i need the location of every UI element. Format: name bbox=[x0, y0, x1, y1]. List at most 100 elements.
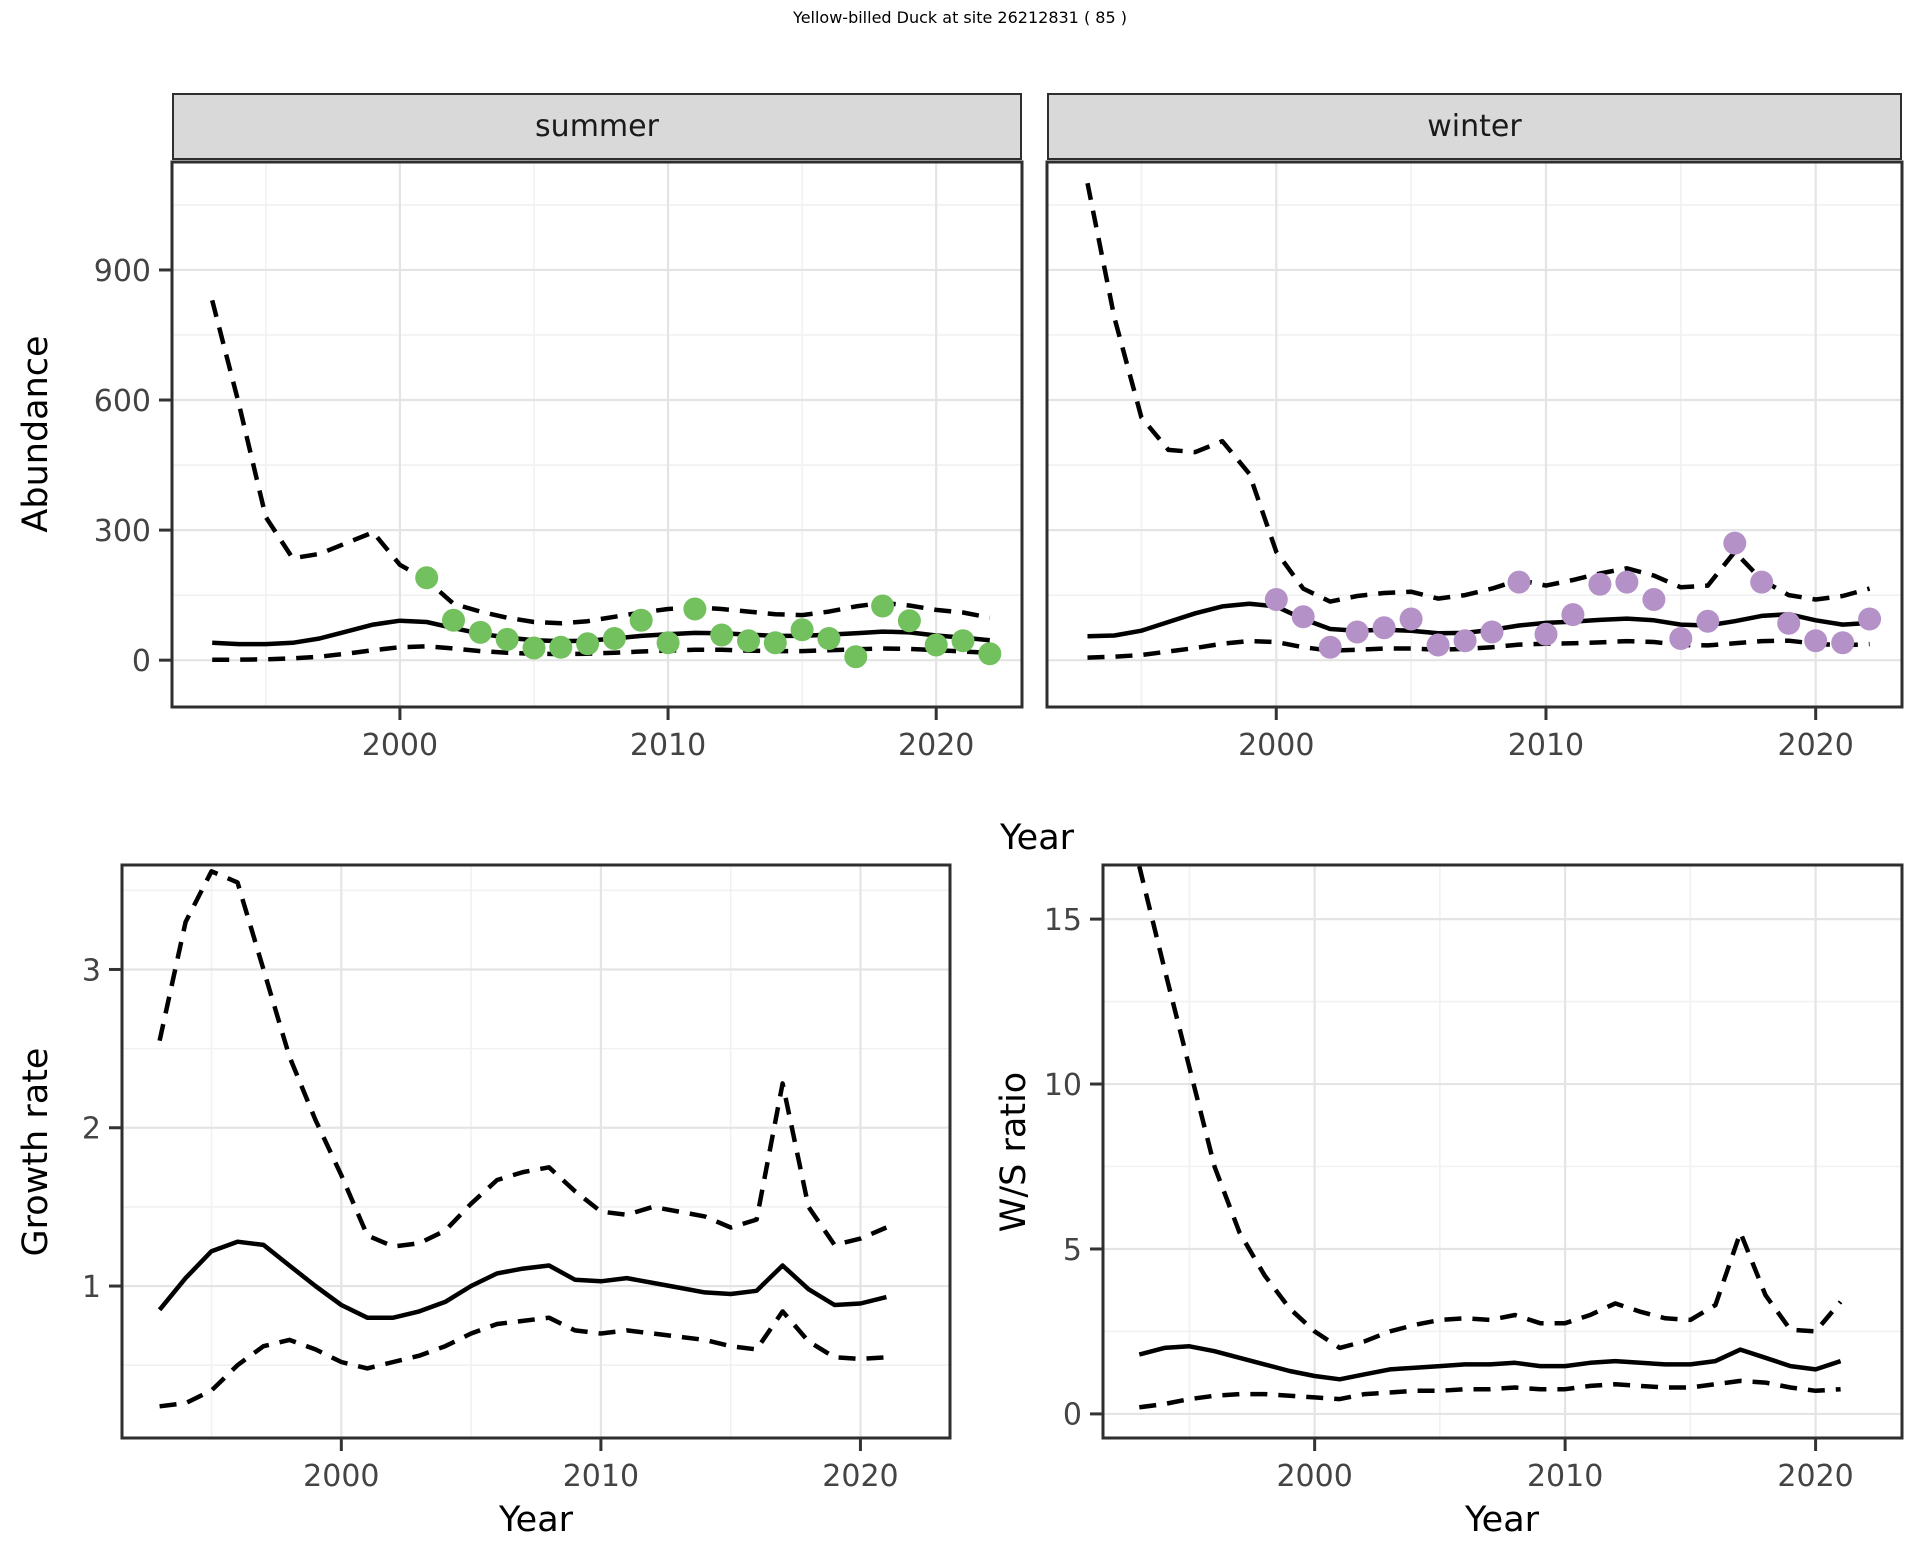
y-tick-label: 900 bbox=[94, 254, 151, 289]
x-tick-label: 2020 bbox=[822, 1459, 898, 1494]
series-fit bbox=[1087, 601, 1870, 639]
panel-border bbox=[1101, 863, 1904, 1440]
panel-background bbox=[1103, 865, 1902, 1438]
panel-border bbox=[1045, 160, 1904, 709]
facet-strip-summer: summer bbox=[172, 93, 1022, 160]
data-point-winter bbox=[1507, 570, 1531, 594]
x-axis-title-year-bottom-left: Year bbox=[498, 1500, 574, 1540]
data-point-winter bbox=[1399, 607, 1423, 631]
data-point-summer bbox=[710, 623, 734, 647]
y-tick-label: 5 bbox=[1063, 1233, 1082, 1268]
data-point-summer bbox=[871, 594, 895, 618]
y-tick-label: 15 bbox=[1044, 903, 1082, 938]
x-tick-label: 2020 bbox=[898, 728, 974, 763]
data-point-summer bbox=[897, 609, 921, 633]
y-tick-label: 0 bbox=[1063, 1398, 1082, 1433]
data-point-summer bbox=[442, 608, 465, 632]
data-point-winter bbox=[1264, 588, 1288, 611]
panel-growth-rate: 2000 2010 2020 1 2 3 bbox=[82, 863, 952, 1494]
panel-abundance-summer: 2000 2010 2020 0 300 600 900 bbox=[94, 160, 1024, 763]
y-axis-title-ws-ratio: W/S ratio bbox=[994, 1071, 1034, 1233]
data-point-summer bbox=[602, 627, 626, 650]
y-axis-title-abundance: Abundance bbox=[16, 335, 56, 533]
series-fit bbox=[1138, 1344, 1842, 1382]
series-upper_ci bbox=[1137, 865, 1843, 1351]
data-point-winter bbox=[1534, 622, 1558, 646]
data-point-winter bbox=[1453, 629, 1477, 653]
data-point-summer bbox=[683, 597, 707, 621]
data-point-winter bbox=[1696, 609, 1720, 633]
x-axis-title-year-top: Year bbox=[999, 818, 1075, 858]
panel-abundance-winter: 2000 2010 2020 bbox=[1045, 160, 1904, 763]
data-point-summer bbox=[522, 636, 546, 660]
x-axis-title-year-bottom-right: Year bbox=[1464, 1500, 1540, 1540]
series-fit bbox=[157, 1239, 887, 1320]
panel-background bbox=[1047, 162, 1902, 707]
y-axis-title-growth-rate: Growth rate bbox=[16, 1047, 56, 1257]
data-point-summer bbox=[415, 566, 439, 590]
y-tick-label: 3 bbox=[82, 953, 101, 988]
panel-border bbox=[120, 863, 952, 1440]
series-lower_ci bbox=[159, 1309, 887, 1409]
data-point-winter bbox=[1345, 620, 1369, 644]
x-tick-label: 2000 bbox=[303, 1459, 379, 1494]
x-tick-label: 2010 bbox=[630, 728, 706, 763]
series-upper_ci bbox=[157, 869, 888, 1249]
x-tick-label: 2010 bbox=[1508, 728, 1584, 763]
data-point-winter bbox=[1750, 570, 1774, 594]
data-point-winter bbox=[1831, 631, 1855, 655]
series-lower_ci bbox=[1087, 638, 1870, 660]
data-point-winter bbox=[1426, 633, 1450, 657]
data-point-winter bbox=[1480, 620, 1504, 644]
data-point-winter bbox=[1669, 627, 1693, 650]
data-point-summer bbox=[656, 631, 680, 655]
series-fit bbox=[212, 618, 991, 647]
data-point-winter bbox=[1318, 635, 1342, 659]
data-point-winter bbox=[1777, 611, 1801, 635]
data-point-winter bbox=[1615, 570, 1639, 594]
chart-title: Yellow-billed Duck at site 26212831 ( 85… bbox=[793, 8, 1127, 27]
y-tick-label: 1 bbox=[82, 1270, 101, 1305]
panel-border bbox=[170, 160, 1024, 709]
data-point-winter bbox=[1642, 588, 1666, 611]
data-point-winter bbox=[1291, 605, 1315, 629]
x-tick-label: 2020 bbox=[1778, 728, 1854, 763]
data-point-summer bbox=[978, 642, 1002, 666]
data-point-winter bbox=[1561, 603, 1585, 627]
panel-background bbox=[172, 162, 1022, 707]
data-point-summer bbox=[549, 635, 573, 659]
y-tick-label: 10 bbox=[1044, 1068, 1082, 1103]
y-tick-label: 300 bbox=[94, 514, 151, 549]
data-point-winter bbox=[1372, 616, 1396, 640]
x-tick-label: 2020 bbox=[1777, 1459, 1853, 1494]
data-point-winter bbox=[1858, 607, 1882, 631]
data-point-summer bbox=[737, 629, 760, 653]
data-point-winter bbox=[1804, 629, 1828, 653]
series-upper_ci bbox=[210, 299, 991, 626]
data-point-summer bbox=[844, 645, 868, 669]
panel-ws-ratio: 2000 2010 2020 0 5 10 15 bbox=[1044, 863, 1904, 1494]
data-point-summer bbox=[468, 620, 492, 644]
y-tick-label: 0 bbox=[132, 644, 151, 679]
data-point-summer bbox=[495, 627, 519, 651]
data-point-summer bbox=[576, 632, 600, 656]
data-point-summer bbox=[629, 608, 653, 632]
x-tick-label: 2010 bbox=[1527, 1459, 1603, 1494]
data-point-summer bbox=[951, 629, 975, 653]
data-point-summer bbox=[763, 631, 787, 655]
data-point-summer bbox=[817, 627, 841, 650]
data-point-summer bbox=[790, 618, 814, 642]
data-point-summer bbox=[924, 633, 948, 657]
x-tick-label: 2000 bbox=[1238, 728, 1314, 763]
facet-label-winter: winter bbox=[1427, 109, 1522, 144]
x-tick-label: 2010 bbox=[563, 1459, 639, 1494]
data-point-winter bbox=[1723, 531, 1747, 555]
x-tick-label: 2000 bbox=[362, 728, 438, 763]
y-tick-label: 600 bbox=[94, 384, 151, 419]
facet-label-summer: summer bbox=[535, 109, 659, 144]
data-point-winter bbox=[1588, 572, 1612, 596]
y-tick-label: 2 bbox=[82, 1112, 101, 1147]
facet-strip-winter: winter bbox=[1047, 93, 1902, 160]
series-lower_ci bbox=[1139, 1378, 1841, 1410]
